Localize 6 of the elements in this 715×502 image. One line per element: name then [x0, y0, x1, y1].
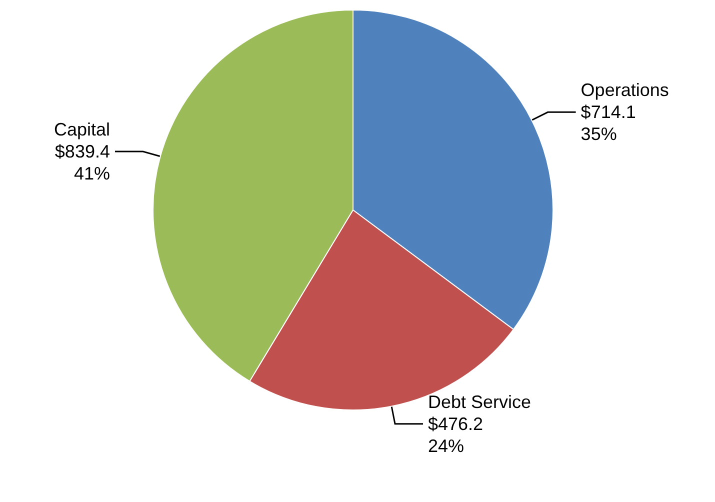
slice-label: Operations — [580, 80, 669, 100]
slice-label: Capital — [54, 120, 110, 140]
data-label: $714.1 35% — [580, 102, 636, 144]
slice-label: Debt Service — [428, 392, 532, 412]
data-label: $476.2 24% — [428, 414, 484, 456]
data-label: $839.4 41% — [54, 142, 110, 184]
